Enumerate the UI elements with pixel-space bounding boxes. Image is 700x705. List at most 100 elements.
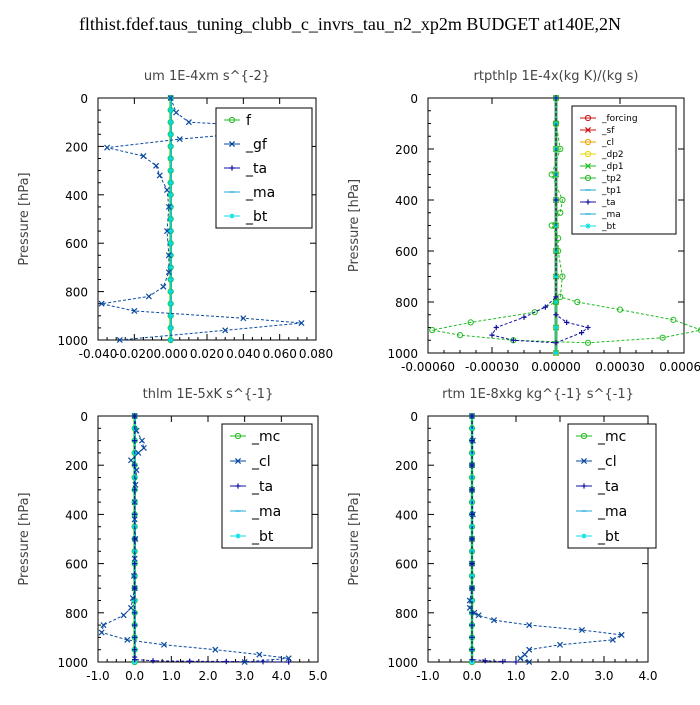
legend-label: _bt: [601, 222, 616, 232]
legend-item: _ma: [576, 504, 627, 520]
data-point: [564, 319, 570, 325]
data-point: [132, 622, 138, 628]
y-tick-label: 400: [395, 508, 418, 522]
data-point: [298, 320, 305, 327]
data-point: [223, 658, 229, 665]
legend-label: _bt: [251, 529, 274, 545]
legend-swatch-marker: [234, 432, 242, 440]
data-point: [526, 658, 533, 666]
x-tick-label: -1.0: [86, 669, 109, 683]
data-point: [168, 337, 174, 343]
data-point: [531, 309, 538, 316]
data-point: [521, 314, 527, 320]
data-point: [160, 641, 168, 648]
chart-panel-2: rtpthlp 1E-4x(kg K)/(kg s) Pressure [hPa]…: [347, 69, 700, 374]
data-point: [168, 289, 174, 295]
data-point: [140, 444, 147, 452]
legend-swatch-marker: [585, 199, 591, 205]
data-point: [469, 536, 475, 542]
y-tick-label: 1000: [57, 334, 88, 348]
data-point: [697, 327, 700, 333]
y-tick-label: 0: [80, 410, 88, 424]
x-tick-label: 2.0: [550, 669, 569, 683]
legend-label: _sf: [601, 126, 615, 136]
x-tick-label: 1.0: [162, 669, 181, 683]
data-point: [553, 324, 559, 331]
x-tick-label: 0.00060: [659, 360, 700, 374]
data-point: [168, 301, 174, 307]
legend-item: _forcing: [580, 114, 638, 124]
data-point: [556, 641, 564, 648]
data-point: [98, 300, 105, 307]
data-point: [469, 610, 475, 616]
data-point: [187, 658, 193, 664]
data-point: [168, 192, 174, 198]
data-point: [517, 655, 524, 662]
data-point: [585, 324, 591, 331]
x-tick-label: 2.0: [198, 669, 217, 683]
legend-item: _tp1: [580, 186, 621, 196]
y-tick-label: 1000: [387, 656, 418, 670]
data-point: [616, 306, 624, 313]
data-point: [469, 438, 475, 444]
legend-label: _ma: [245, 185, 275, 201]
legend-swatch-marker: [581, 483, 587, 489]
data-point: [176, 136, 183, 143]
data-point: [469, 634, 475, 640]
data-point: [469, 413, 475, 419]
data-point: [130, 572, 137, 579]
legend-item: f: [224, 113, 252, 129]
legend: f _gf _ta _ma _bt: [215, 107, 313, 229]
data-point: [132, 462, 138, 468]
legend-label: _mc: [251, 429, 280, 445]
y-tick-label: 200: [395, 459, 418, 473]
data-point: [659, 334, 666, 341]
y-tick-label: 0: [410, 92, 418, 106]
chart-panel-1: um 1E-4xm s^{-2} Pressure [hPa] -0.040-0.0…: [17, 69, 333, 361]
x-tick-label: -0.00030: [465, 360, 519, 374]
y-tick-label: 400: [65, 189, 88, 203]
x-tick-label: 0.080: [299, 347, 333, 361]
data-point: [168, 276, 174, 283]
legend-swatch-marker: [229, 165, 235, 171]
data-point: [469, 597, 475, 604]
data-point: [132, 561, 138, 567]
data-point: [168, 325, 174, 331]
series-line: [432, 98, 700, 344]
data-point: [609, 636, 616, 643]
data-point: [469, 585, 475, 591]
data-point: [469, 647, 475, 653]
y-tick-label: 400: [395, 194, 418, 208]
x-tick-label: 0.0: [125, 669, 144, 683]
data-point: [548, 171, 555, 178]
y-tick-label: 1000: [57, 656, 88, 670]
legend-label: _cl: [251, 454, 271, 470]
data-point: [469, 622, 475, 628]
legend-label: _tp2: [601, 174, 621, 184]
data-point: [100, 622, 107, 629]
data-point: [513, 659, 519, 665]
y-tick-label: 600: [65, 558, 88, 572]
x-tick-label: 1.0: [506, 669, 525, 683]
data-point: [168, 252, 174, 258]
legend-swatch-marker: [235, 533, 241, 539]
legend-item: _gf: [224, 137, 268, 153]
data-point: [553, 340, 559, 346]
data-point: [553, 95, 559, 101]
x-tick-label: -0.040: [79, 347, 118, 361]
data-point: [116, 336, 123, 344]
x-tick-label: 3.0: [235, 669, 254, 683]
data-point: [135, 449, 142, 456]
legend-swatch-marker: [581, 533, 587, 539]
data-point: [132, 481, 139, 488]
legend-box: [571, 105, 677, 235]
legend-item: _mc: [230, 429, 280, 445]
data-point: [132, 647, 138, 653]
data-point: [120, 612, 127, 619]
legend-swatch-marker: [584, 126, 592, 134]
data-point: [469, 487, 475, 493]
legend-label: _ta: [251, 479, 273, 495]
legend-label: _dp2: [601, 150, 624, 160]
y-axis-label: Pressure [hPa]: [347, 179, 362, 272]
